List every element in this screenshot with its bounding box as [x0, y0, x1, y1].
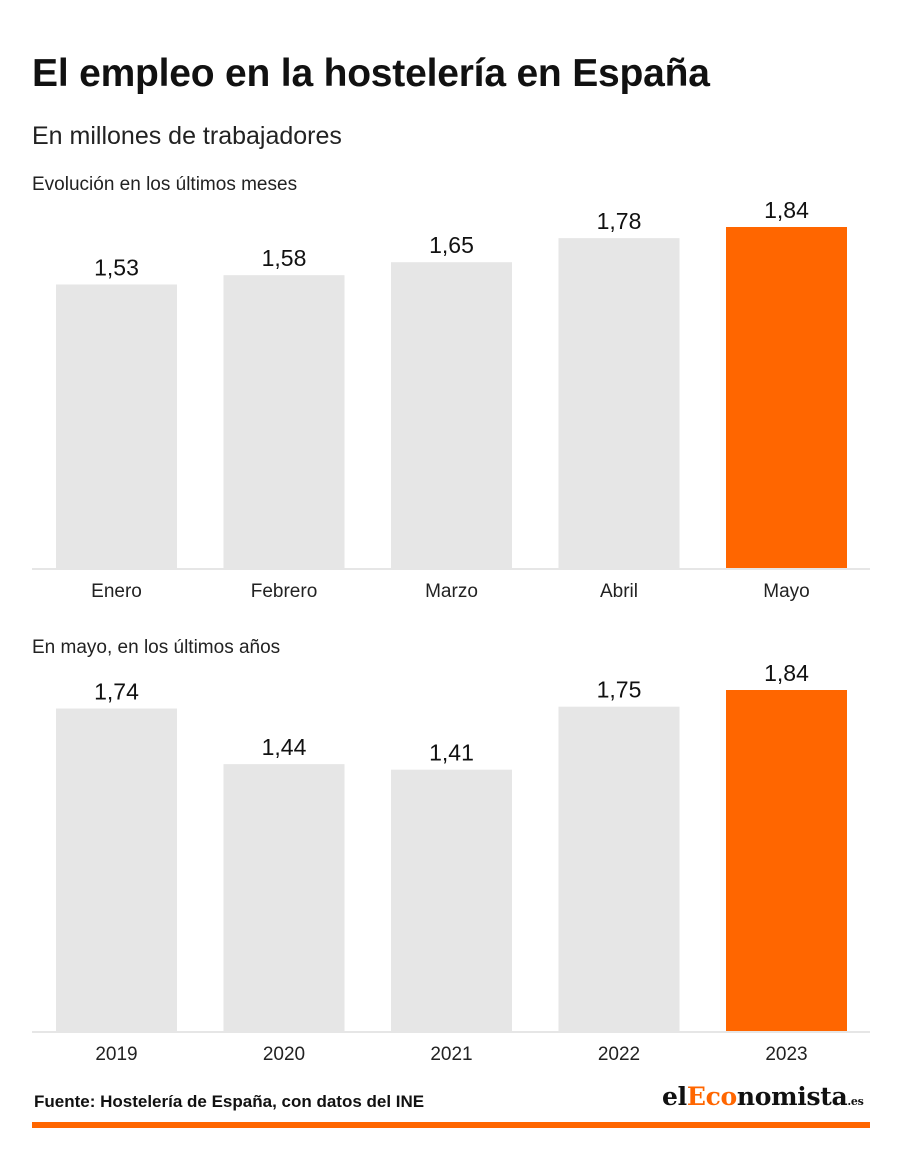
bottom-accent-rule	[32, 1122, 870, 1128]
yearly-category-label-2: 2020	[263, 1044, 305, 1065]
monthly-bar-5	[726, 227, 847, 568]
monthly-category-label-5: Mayo	[763, 581, 809, 602]
monthly-category-label-4: Abril	[600, 581, 638, 602]
logo-part-el: el	[662, 1082, 687, 1111]
monthly-value-label-3: 1,65	[429, 232, 474, 258]
monthly-value-label-4: 1,78	[597, 208, 642, 234]
yearly-category-label-4: 2022	[598, 1044, 640, 1065]
monthly-value-label-1: 1,53	[94, 254, 139, 280]
yearly-bar-2	[223, 764, 345, 1031]
chart-monthly-title: Evolución en los últimos meses	[32, 174, 298, 195]
monthly-bar-2	[223, 275, 345, 568]
yearly-value-label-2: 1,44	[262, 734, 307, 760]
source-note: Fuente: Hostelería de España, con datos …	[34, 1092, 425, 1111]
monthly-value-label-5: 1,84	[764, 197, 809, 223]
monthly-category-label-1: Enero	[91, 581, 142, 602]
yearly-bar-chart: 1,74 2019 1,44 2020 1,41 2021 1,75 2022 1,84 2023	[32, 660, 870, 1065]
yearly-bar-4	[558, 706, 680, 1031]
yearly-value-label-5: 1,84	[764, 660, 809, 686]
yearly-bar-3	[391, 769, 512, 1031]
yearly-bar-5	[726, 690, 847, 1031]
yearly-category-label-1: 2019	[95, 1044, 137, 1065]
monthly-bar-3	[391, 262, 512, 568]
logo-part-eco: Eco	[686, 1082, 737, 1111]
monthly-value-label-2: 1,58	[262, 245, 307, 271]
monthly-category-label-3: Marzo	[425, 581, 478, 602]
yearly-value-label-1: 1,74	[94, 679, 139, 705]
page-subtitle: En millones de trabajadores	[32, 122, 342, 150]
monthly-bar-1	[56, 284, 177, 568]
logo-part-nomista: nomista	[736, 1082, 848, 1111]
monthly-category-label-2: Febrero	[251, 581, 318, 602]
yearly-category-label-5: 2023	[765, 1044, 807, 1065]
yearly-bar-1	[56, 708, 177, 1031]
chart-yearly-title: En mayo, en los últimos años	[32, 637, 281, 658]
yearly-value-label-4: 1,75	[597, 677, 642, 703]
brand-logo: elEconomista.es	[662, 1082, 864, 1111]
monthly-bar-chart: 1,53 Enero 1,58 Febrero 1,65 Marzo 1,78 Abril 1,…	[32, 197, 870, 602]
monthly-bar-4	[558, 238, 680, 568]
yearly-category-label-3: 2021	[430, 1044, 472, 1065]
page-title: El empleo en la hostelería en España	[32, 52, 710, 95]
yearly-value-label-3: 1,41	[429, 740, 474, 766]
logo-part-tld: .es	[847, 1095, 864, 1108]
